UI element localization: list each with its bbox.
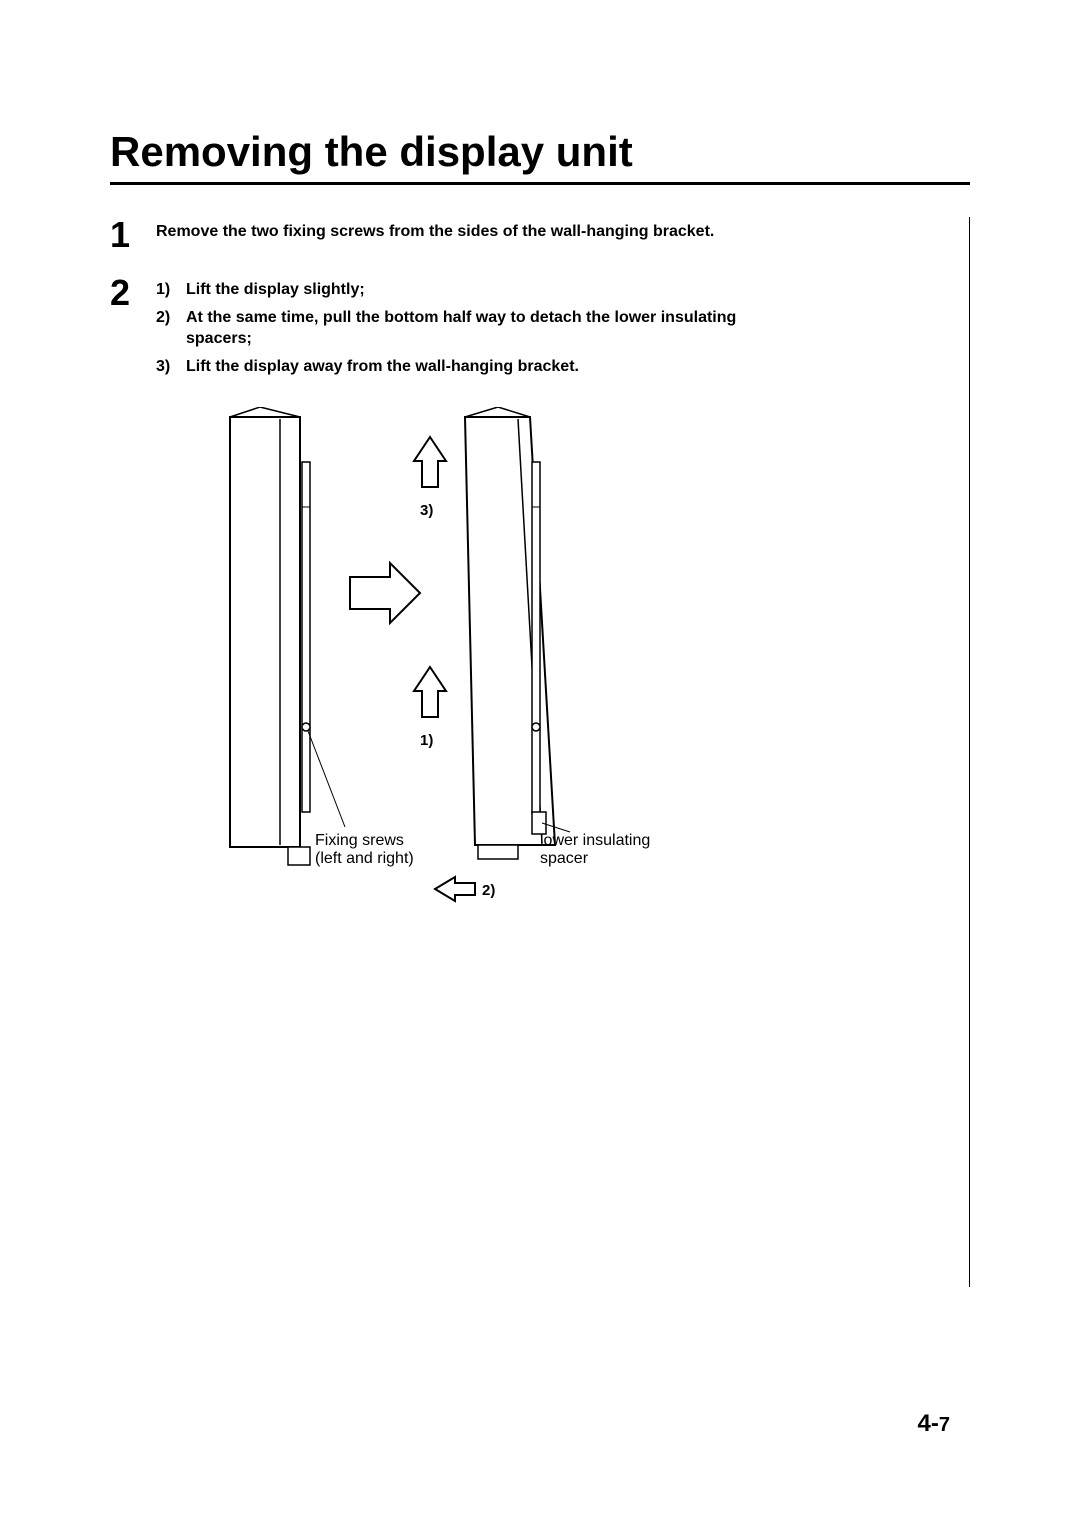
step-text: 1) Lift the display slightly; 2) At the … — [156, 275, 749, 383]
step-number: 1 — [110, 217, 140, 253]
step-1: 1 Remove the two fixing screws from the … — [110, 217, 749, 253]
substep: 1) Lift the display slightly; — [156, 279, 749, 301]
label-lower-spacer-line1: lower insulating — [540, 832, 650, 849]
arrow-left-icon — [435, 877, 475, 901]
substep-text: Lift the display away from the wall-hang… — [186, 356, 579, 378]
left-display-icon — [230, 407, 345, 865]
substep-num: 3) — [156, 356, 178, 378]
substep: 2) At the same time, pull the bottom hal… — [156, 307, 749, 350]
substep-text: Lift the display slightly; — [186, 279, 365, 301]
page-number: 4-7 — [918, 1410, 950, 1438]
substep-num: 2) — [156, 307, 178, 350]
right-display-icon — [465, 407, 570, 859]
substep-text: At the same time, pull the bottom half w… — [186, 307, 749, 350]
label-fixing-screws-line2: (left and right) — [315, 850, 414, 867]
callout-3: 3) — [420, 502, 433, 519]
label-lower-spacer-line2: spacer — [540, 850, 589, 867]
page-title: Removing the display unit — [110, 128, 970, 185]
step-number: 2 — [110, 275, 140, 383]
page-sub-number: 7 — [939, 1414, 950, 1436]
arrow-up-icon — [414, 437, 446, 487]
callout-1: 1) — [420, 732, 433, 749]
substep: 3) Lift the display away from the wall-h… — [156, 356, 749, 378]
steps-column: 1 Remove the two fixing screws from the … — [110, 217, 970, 1287]
callout-2: 2) — [482, 882, 495, 899]
chapter-number: 4- — [918, 1410, 939, 1437]
step-2: 2 1) Lift the display slightly; 2) At th… — [110, 275, 749, 383]
display-removal-diagram: 3) 1) 2) Fixing srews (left and right) — [220, 407, 650, 927]
substep-num: 1) — [156, 279, 178, 301]
label-fixing-screws-line1: Fixing srews — [315, 832, 404, 849]
arrow-right-icon — [350, 563, 420, 623]
step-text: Remove the two fixing screws from the si… — [156, 217, 714, 253]
arrow-up-icon — [414, 667, 446, 717]
diagram: 3) 1) 2) Fixing srews (left and right) — [220, 407, 749, 932]
